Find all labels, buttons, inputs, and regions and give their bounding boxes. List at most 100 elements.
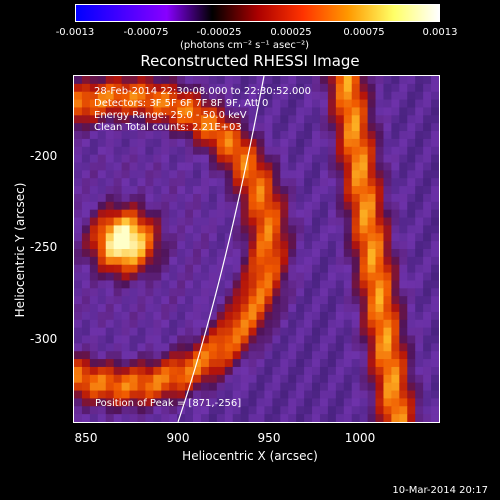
- heatmap-cell: [288, 233, 297, 242]
- heatmap-cell: [280, 162, 289, 171]
- heatmap-cell: [185, 201, 194, 211]
- heatmap-cell: [216, 311, 226, 321]
- heatmap-cell: [399, 138, 408, 148]
- heatmap-cell: [185, 351, 194, 360]
- heatmap-cell: [256, 343, 266, 352]
- heatmap-cell: [343, 107, 353, 116]
- heatmap-cell: [296, 382, 305, 392]
- heatmap-cell: [399, 359, 408, 368]
- heatmap-cell: [81, 272, 91, 282]
- heatmap-cell: [256, 311, 266, 321]
- heatmap-cell: [343, 406, 353, 415]
- heatmap-cell: [97, 272, 107, 282]
- heatmap-cell: [153, 178, 162, 187]
- heatmap-cell: [224, 170, 234, 179]
- heatmap-cell: [224, 123, 234, 132]
- heatmap-cell: [81, 335, 91, 344]
- heatmap-cell: [272, 162, 281, 171]
- heatmap-cell: [431, 123, 439, 132]
- heatmap-cell: [89, 115, 99, 124]
- heatmap-cell: [200, 249, 210, 258]
- heatmap-cell: [319, 280, 329, 289]
- heatmap-cell: [153, 249, 162, 258]
- heatmap-cell: [137, 76, 147, 85]
- heatmap-cell: [81, 296, 91, 305]
- heatmap-cell: [391, 83, 400, 93]
- heatmap-cell: [359, 76, 369, 85]
- heatmap-cell: [216, 115, 226, 124]
- heatmap-cell: [161, 131, 170, 140]
- heatmap-cell: [359, 154, 369, 164]
- heatmap-cell: [280, 146, 289, 156]
- heatmap-cell: [74, 414, 83, 422]
- heatmap-cell: [121, 249, 131, 258]
- heatmap-cell: [431, 107, 439, 116]
- heatmap-cell: [105, 107, 115, 116]
- heatmap-cell: [248, 256, 258, 266]
- heatmap-cell: [288, 209, 297, 219]
- heatmap-cell: [391, 154, 400, 164]
- heatmap-cell: [319, 138, 329, 148]
- heatmap-cell: [351, 327, 361, 337]
- heatmap-cell: [312, 115, 321, 124]
- heatmap-cell: [343, 366, 353, 376]
- heatmap-cell: [272, 280, 281, 289]
- heatmap-cell: [423, 107, 432, 116]
- heatmap-cell: [129, 319, 139, 329]
- heatmap-cell: [319, 162, 329, 171]
- heatmap-cell: [224, 107, 234, 116]
- heatmap-cell: [431, 186, 439, 195]
- heatmap-cell: [383, 123, 392, 132]
- heatmap-cell: [304, 170, 313, 179]
- heatmap-cell: [177, 327, 186, 337]
- heatmap-cell: [129, 304, 139, 313]
- heatmap-cell: [327, 382, 337, 392]
- heatmap-cell: [407, 217, 416, 227]
- heatmap-cell: [407, 335, 416, 344]
- heatmap-cell: [121, 76, 131, 85]
- heatmap-cell: [169, 225, 178, 234]
- heatmap-cell: [343, 319, 353, 329]
- heatmap-cell: [431, 241, 439, 250]
- heatmap-cell: [161, 280, 170, 289]
- heatmap-cell: [304, 233, 313, 242]
- heatmap-cell: [240, 280, 250, 289]
- heatmap-cell: [296, 154, 305, 164]
- heatmap-cell: [359, 366, 369, 376]
- heatmap-cell: [200, 131, 210, 140]
- heatmap-cell: [367, 162, 377, 171]
- heatmap-cell: [97, 359, 107, 368]
- heatmap-cell: [240, 288, 250, 297]
- heatmap-cell: [383, 351, 392, 360]
- heatmap-cell: [335, 319, 345, 329]
- heatmap-cell: [343, 359, 353, 368]
- heatmap-cell: [407, 115, 416, 124]
- heatmap-cell: [81, 225, 91, 234]
- heatmap-cell: [423, 99, 432, 109]
- heatmap-cell: [280, 296, 289, 305]
- heatmap-cell: [161, 256, 170, 266]
- heatmap-cell: [216, 264, 226, 274]
- heatmap-cell: [137, 162, 147, 171]
- heatmap-cell: [169, 304, 178, 313]
- heatmap-cell: [264, 138, 273, 148]
- heatmap-cell: [312, 280, 321, 289]
- heatmap-cell: [423, 249, 432, 258]
- heatmap-cell: [280, 107, 289, 116]
- heatmap-cell: [296, 249, 305, 258]
- heatmap-cell: [304, 131, 313, 140]
- heatmap-cell: [280, 319, 289, 329]
- time-range-text: 28-Feb-2014 22:30:08.000 to 22:30:52.000: [94, 86, 312, 97]
- heatmap-cell: [312, 390, 321, 400]
- heatmap-cell: [105, 359, 115, 368]
- heatmap-cell: [280, 390, 289, 400]
- heatmap-cell: [200, 76, 210, 85]
- heatmap-cell: [121, 193, 131, 203]
- heatmap-cell: [375, 319, 385, 329]
- heatmap-cell: [161, 193, 170, 203]
- heatmap-cell: [351, 319, 361, 329]
- heatmap-cell: [423, 272, 432, 282]
- heatmap-cell: [375, 217, 385, 227]
- heatmap-cell: [304, 264, 313, 274]
- heatmap-cell: [343, 264, 353, 274]
